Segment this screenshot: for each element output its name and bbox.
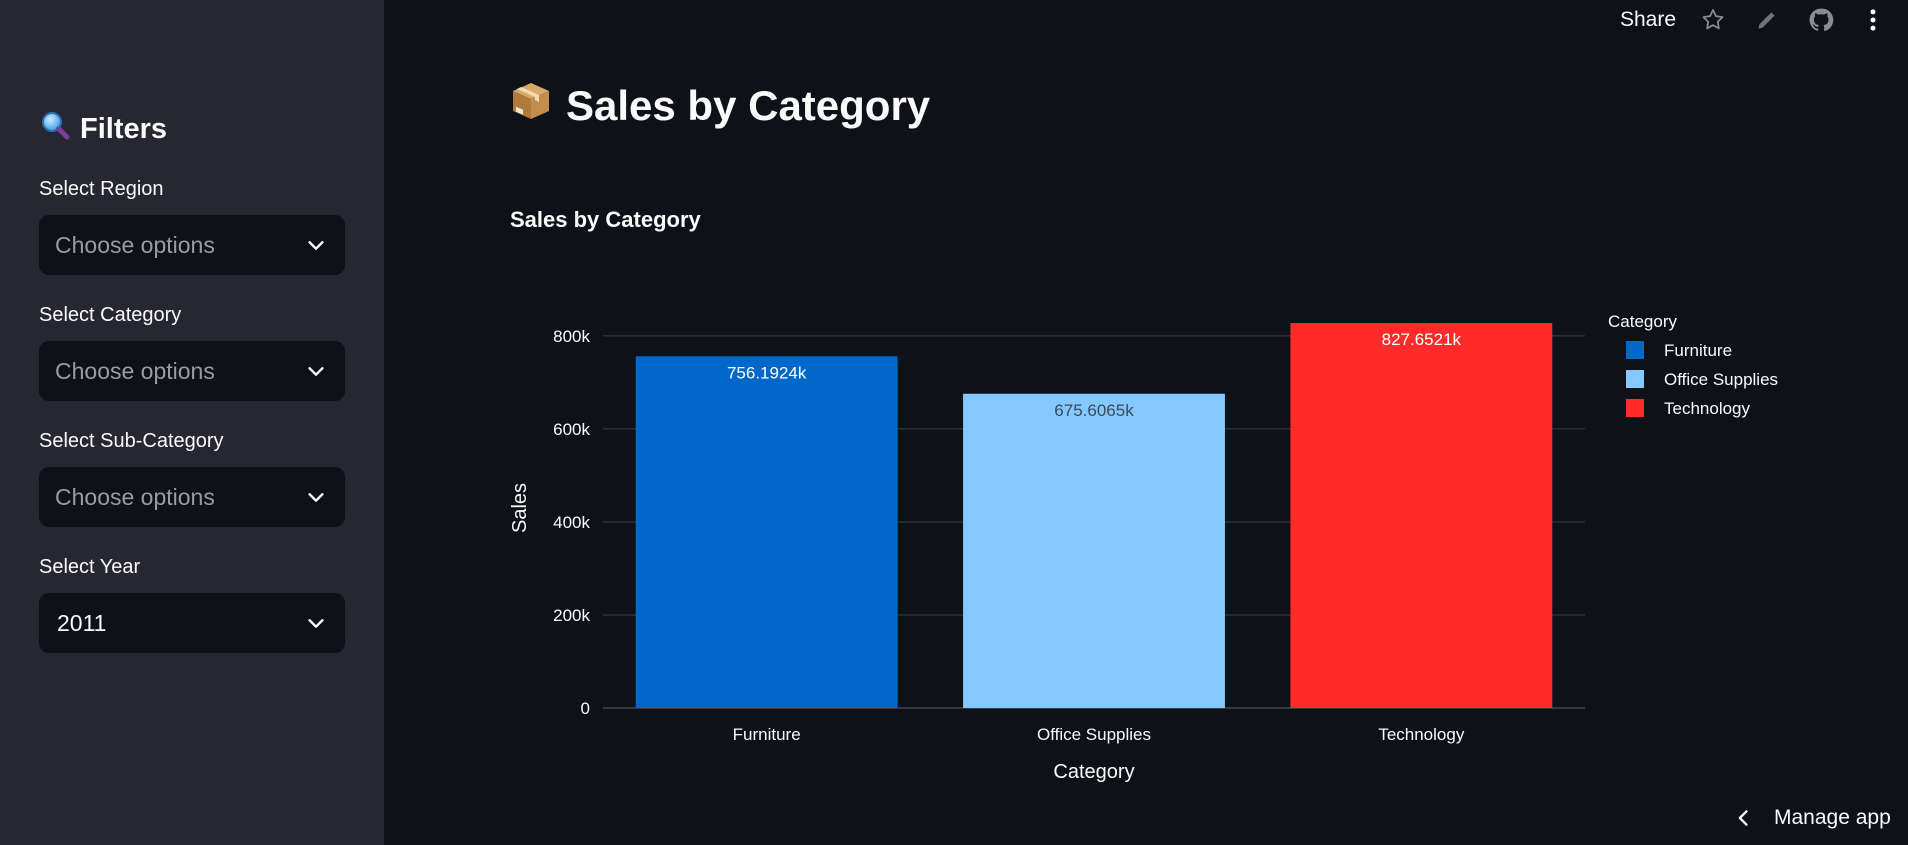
category-select[interactable]: Choose options — [39, 341, 345, 401]
y-tick-label: 600k — [553, 420, 590, 439]
sales-bar-chart: 0 200k 400k 600k 800k 756.1924k Furniture 675.6… — [500, 290, 1800, 790]
y-tick-label: 800k — [553, 327, 590, 346]
chevron-down-icon — [305, 234, 327, 256]
chevron-down-icon — [305, 612, 327, 634]
sidebar-title: Filters — [40, 110, 167, 148]
subcategory-label: Select Sub-Category — [39, 430, 224, 453]
page-title: Sales by Category — [510, 80, 930, 132]
x-axis-title: Category — [1053, 761, 1134, 783]
year-label: Select Year — [39, 556, 140, 579]
chevron-left-icon — [1734, 808, 1754, 828]
x-tick-label: Technology — [1378, 725, 1465, 744]
region-select-value: Choose options — [55, 232, 215, 259]
github-icon[interactable] — [1808, 7, 1834, 33]
legend-swatch — [1626, 341, 1644, 359]
bar-office-supplies — [963, 394, 1225, 708]
x-tick-label: Office Supplies — [1037, 725, 1151, 744]
manage-app-button[interactable]: Manage app — [1734, 806, 1891, 830]
category-label: Select Category — [39, 304, 181, 327]
category-select-value: Choose options — [55, 358, 215, 385]
region-label: Select Region — [39, 178, 164, 201]
bar-value-label: 675.6065k — [1054, 401, 1134, 420]
manage-app-label: Manage app — [1774, 806, 1891, 830]
chevron-down-icon — [305, 486, 327, 508]
package-icon — [510, 80, 552, 132]
region-select[interactable]: Choose options — [39, 215, 345, 275]
y-tick-label: 0 — [581, 699, 590, 718]
bar-value-label: 827.6521k — [1382, 330, 1462, 349]
subcategory-select-value: Choose options — [55, 484, 215, 511]
legend-item-label: Office Supplies — [1664, 370, 1778, 389]
bar-technology — [1290, 323, 1552, 708]
x-tick-label: Furniture — [733, 725, 801, 744]
legend-item-label: Furniture — [1664, 341, 1732, 360]
year-select-value: 2011 — [55, 610, 106, 637]
subcategory-select[interactable]: Choose options — [39, 467, 345, 527]
y-tick-label: 400k — [553, 513, 590, 532]
star-icon[interactable] — [1700, 7, 1726, 33]
legend-swatch — [1626, 399, 1644, 417]
bar-value-label: 756.1924k — [727, 363, 807, 382]
more-vertical-icon[interactable] — [1860, 7, 1886, 33]
edit-icon[interactable] — [1754, 7, 1780, 33]
legend-item-label: Technology — [1664, 399, 1751, 418]
magnifying-glass-icon — [40, 110, 70, 148]
chevron-down-icon — [305, 360, 327, 382]
legend-swatch — [1626, 370, 1644, 388]
year-select[interactable]: 2011 — [39, 593, 345, 653]
share-button[interactable]: Share — [1620, 8, 1676, 32]
bar-furniture — [636, 356, 898, 708]
chart-title: Sales by Category — [510, 207, 701, 233]
sidebar-title-text: Filters — [80, 113, 167, 146]
y-axis-title: Sales — [509, 483, 531, 533]
page-title-text: Sales by Category — [566, 82, 930, 130]
sidebar: Filters Select Region Choose options Sel… — [0, 0, 384, 845]
y-tick-label: 200k — [553, 606, 590, 625]
legend-title: Category — [1608, 312, 1677, 331]
